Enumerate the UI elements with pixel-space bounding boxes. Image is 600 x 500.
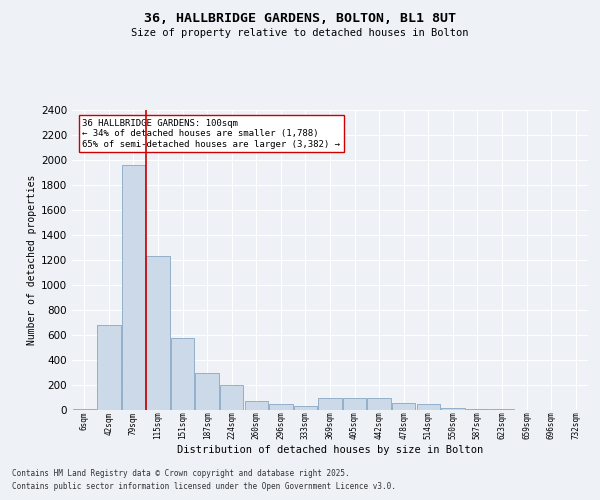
Bar bbox=[146, 256, 170, 410]
Bar bbox=[367, 398, 391, 410]
Bar bbox=[122, 165, 145, 410]
Bar bbox=[269, 404, 293, 410]
Text: Contains HM Land Registry data © Crown copyright and database right 2025.: Contains HM Land Registry data © Crown c… bbox=[12, 468, 350, 477]
Bar bbox=[319, 398, 341, 410]
Text: 36, HALLBRIDGE GARDENS, BOLTON, BL1 8UT: 36, HALLBRIDGE GARDENS, BOLTON, BL1 8UT bbox=[144, 12, 456, 26]
Text: Size of property relative to detached houses in Bolton: Size of property relative to detached ho… bbox=[131, 28, 469, 38]
Bar bbox=[441, 408, 464, 410]
Text: Contains public sector information licensed under the Open Government Licence v3: Contains public sector information licen… bbox=[12, 482, 396, 491]
Y-axis label: Number of detached properties: Number of detached properties bbox=[27, 175, 37, 345]
Bar bbox=[97, 325, 121, 410]
Bar bbox=[466, 409, 489, 410]
Bar bbox=[294, 406, 317, 410]
Bar bbox=[416, 404, 440, 410]
Bar bbox=[245, 400, 268, 410]
X-axis label: Distribution of detached houses by size in Bolton: Distribution of detached houses by size … bbox=[177, 444, 483, 454]
Bar bbox=[220, 385, 244, 410]
Bar bbox=[343, 398, 366, 410]
Text: 36 HALLBRIDGE GARDENS: 100sqm
← 34% of detached houses are smaller (1,788)
65% o: 36 HALLBRIDGE GARDENS: 100sqm ← 34% of d… bbox=[82, 119, 340, 149]
Bar bbox=[196, 372, 219, 410]
Bar bbox=[171, 338, 194, 410]
Bar bbox=[392, 403, 415, 410]
